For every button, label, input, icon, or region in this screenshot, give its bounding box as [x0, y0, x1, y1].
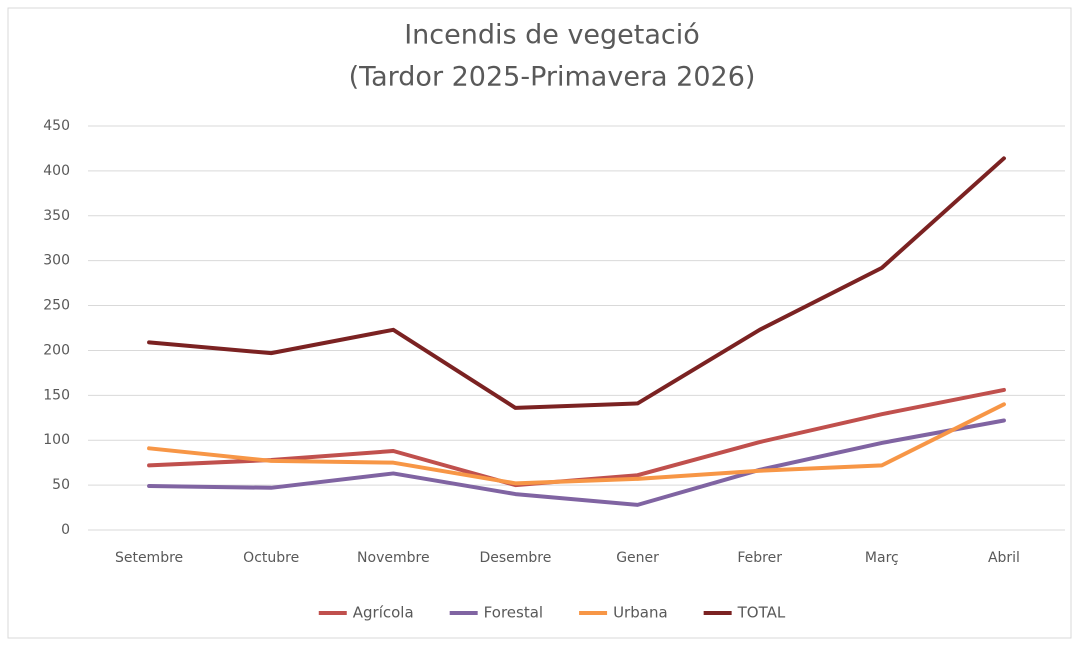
x-tick-label: Febrer: [737, 550, 782, 566]
legend-item: Urbana: [579, 604, 668, 622]
series-line: [147, 402, 1006, 486]
legend-label: Forestal: [484, 604, 543, 622]
legend-item: TOTAL: [703, 604, 786, 622]
x-tick-label: Desembre: [479, 550, 551, 566]
y-tick-label: 450: [43, 118, 70, 134]
x-tick-label: Setembre: [115, 550, 183, 566]
x-tick-label: Abril: [988, 550, 1020, 566]
chart-title: (Tardor 2025-Primavera 2026): [349, 62, 756, 93]
y-tick-label: 250: [43, 298, 70, 314]
legend-label: Urbana: [613, 604, 668, 622]
legend-item: Forestal: [449, 604, 543, 622]
y-tick-label: 150: [43, 387, 70, 403]
y-tick-label: 300: [43, 253, 70, 269]
legend-label: Agrícola: [353, 604, 414, 622]
x-tick-label: Octubre: [243, 550, 299, 566]
x-tick-label: Març: [865, 550, 899, 566]
legend-label: TOTAL: [737, 604, 786, 622]
y-tick-label: 0: [61, 522, 70, 538]
y-tick-label: 400: [43, 163, 70, 179]
y-tick-label: 50: [52, 477, 70, 493]
x-tick-label: Novembre: [357, 550, 430, 566]
series-line: [147, 156, 1006, 410]
chart-title: Incendis de vegetació: [404, 20, 700, 51]
legend-item: Agrícola: [318, 604, 414, 622]
y-tick-label: 100: [43, 432, 70, 448]
y-tick-label: 200: [43, 342, 70, 358]
x-tick-label: Gener: [616, 550, 659, 566]
y-tick-label: 350: [43, 208, 70, 224]
series-line: [147, 418, 1006, 507]
chart-frame: [7, 7, 1072, 639]
